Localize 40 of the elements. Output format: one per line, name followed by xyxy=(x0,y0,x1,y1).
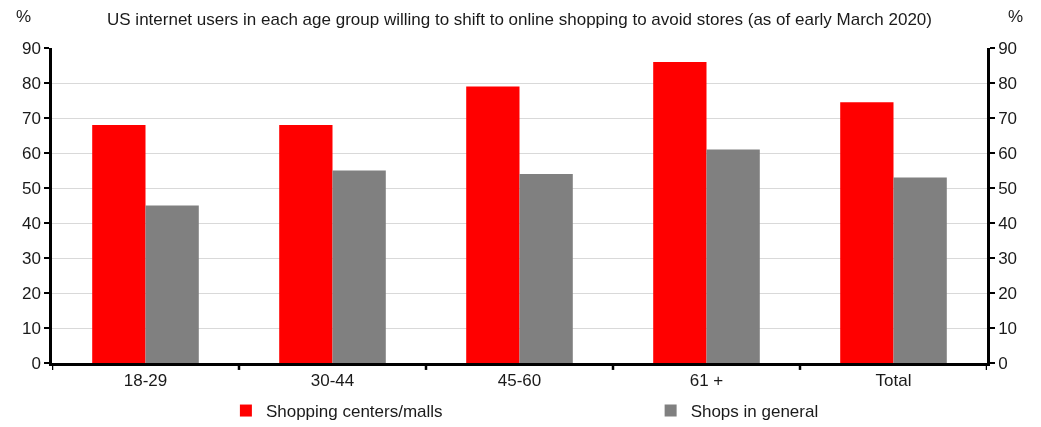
legend-label: Shopping centers/malls xyxy=(265,402,443,422)
y2-tick-label: 50 xyxy=(998,178,1018,198)
bar xyxy=(653,62,707,363)
bar xyxy=(519,174,573,363)
y2-tick-label: 30 xyxy=(998,248,1018,268)
y2-tick-label: 20 xyxy=(998,283,1018,303)
y-tick-label: 80 xyxy=(21,73,41,93)
bar xyxy=(92,125,146,363)
y2-tick-label: 40 xyxy=(998,213,1018,233)
x-tick-label: 45-60 xyxy=(497,371,542,391)
y2-axis-title: % xyxy=(1008,7,1024,26)
bar xyxy=(279,125,333,363)
y-tick-label: 90 xyxy=(21,38,41,58)
y-tick-label: 60 xyxy=(21,143,41,163)
bar xyxy=(706,149,760,363)
y-tick-label: 40 xyxy=(21,213,41,233)
x-tick-label: 18-29 xyxy=(123,371,168,391)
bar xyxy=(840,102,894,363)
chart-title: US internet users in each age group willing to shift to online shopping to avoid stores (as of early March 2020) xyxy=(107,10,932,30)
bar xyxy=(893,177,947,363)
y2-tick-label: 10 xyxy=(998,318,1018,338)
y2-tick-label: 80 xyxy=(998,73,1018,93)
y-tick-label: 0 xyxy=(31,353,41,373)
y-tick-label: 10 xyxy=(21,318,41,338)
y-tick-label: 20 xyxy=(21,283,41,303)
y-axis-title: % xyxy=(16,7,32,26)
bar xyxy=(332,170,386,363)
y2-tick-label: 60 xyxy=(998,143,1018,163)
x-tick-label: 30-44 xyxy=(310,371,355,391)
y-tick-label: 50 xyxy=(21,178,41,198)
legend-label: Shops in general xyxy=(690,402,819,422)
y-tick-label: 30 xyxy=(21,248,41,268)
y2-tick-label: 90 xyxy=(998,38,1018,58)
x-tick-label: Total xyxy=(875,371,912,391)
y-tick-label: 70 xyxy=(21,108,41,128)
x-tick-label: 61 + xyxy=(689,371,724,391)
bar xyxy=(466,86,520,363)
y2-tick-label: 0 xyxy=(998,353,1008,373)
y2-tick-label: 70 xyxy=(998,108,1018,128)
bar xyxy=(145,205,199,363)
